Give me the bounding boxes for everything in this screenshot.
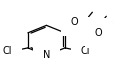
Text: O: O xyxy=(95,28,102,38)
Text: B: B xyxy=(76,26,83,36)
Text: Cl: Cl xyxy=(81,46,90,56)
Text: N: N xyxy=(43,50,50,60)
Text: Cl: Cl xyxy=(3,46,12,56)
Text: O: O xyxy=(70,17,78,27)
